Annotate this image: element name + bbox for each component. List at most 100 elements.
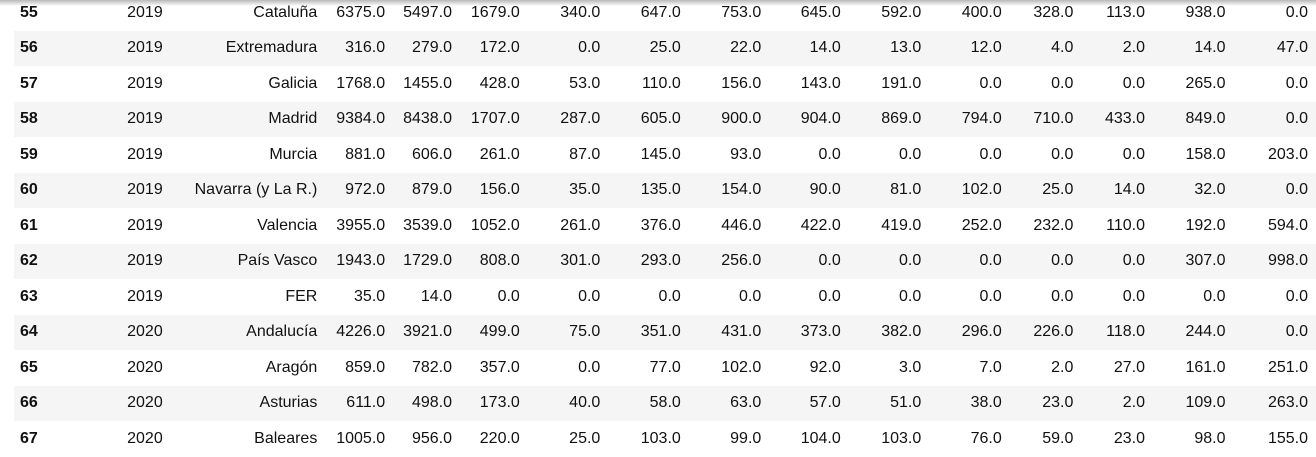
value-cell: 0.0: [497, 287, 520, 305]
value-cell: 0.0: [818, 145, 841, 163]
value-cell: 2.0: [1122, 394, 1145, 412]
value-cell: 256.0: [721, 252, 762, 270]
value-cell: 265.0: [1185, 74, 1226, 92]
value-cell: 4226.0: [336, 323, 386, 341]
row-index: 62: [20, 252, 38, 270]
value-cell: 3955.0: [336, 216, 386, 234]
value-cell: 605.0: [640, 110, 681, 128]
value-cell: 296.0: [961, 323, 1002, 341]
value-cell: 8438.0: [403, 110, 452, 128]
value-cell: 645.0: [800, 3, 841, 21]
value-cell: 155.0: [1267, 429, 1308, 447]
value-cell: 1943.0: [336, 252, 386, 270]
table-row: 56 2019 Extremadura 316.0 279.0 172.0 0.0 25.0 2…: [14, 30, 1316, 66]
value-cell: 51.0: [890, 394, 922, 412]
region-cell: Baleares: [254, 429, 318, 447]
value-cell: 252.0: [961, 216, 1002, 234]
value-cell: 400.0: [961, 3, 1002, 21]
value-cell: 14.0: [809, 39, 841, 57]
value-cell: 594.0: [1267, 216, 1308, 234]
value-cell: 0.0: [818, 252, 841, 270]
value-cell: 58.0: [649, 394, 681, 412]
year-cell: 2020: [127, 394, 163, 412]
value-cell: 232.0: [1033, 216, 1074, 234]
value-cell: 0.0: [979, 287, 1002, 305]
value-cell: 279.0: [411, 39, 452, 57]
row-index: 57: [20, 74, 38, 92]
value-cell: 1052.0: [470, 216, 520, 234]
value-cell: 710.0: [1033, 110, 1074, 128]
value-cell: 261.0: [479, 145, 520, 163]
value-cell: 251.0: [1267, 358, 1308, 376]
table-row: 67 2020 Baleares 1005.0 956.0 220.0 25.0 103.0 9…: [14, 421, 1316, 457]
value-cell: 0.0: [1122, 74, 1145, 92]
year-cell: 2019: [127, 252, 163, 270]
year-cell: 2019: [127, 39, 163, 57]
region-cell: Murcia: [269, 145, 318, 163]
value-cell: 191.0: [881, 74, 922, 92]
value-cell: 3539.0: [403, 216, 452, 234]
value-cell: 93.0: [730, 145, 762, 163]
value-cell: 35.0: [354, 287, 386, 305]
value-cell: 904.0: [800, 110, 841, 128]
value-cell: 0.0: [1051, 74, 1074, 92]
value-cell: 143.0: [800, 74, 841, 92]
region-cell: Navarra (y La R.): [194, 181, 318, 199]
value-cell: 203.0: [1267, 145, 1308, 163]
value-cell: 592.0: [881, 3, 922, 21]
row-index: 58: [20, 110, 38, 128]
value-cell: 972.0: [345, 181, 386, 199]
value-cell: 611.0: [346, 394, 386, 412]
value-cell: 0.0: [899, 287, 922, 305]
value-cell: 53.0: [569, 74, 601, 92]
value-cell: 7.0: [979, 358, 1002, 376]
value-cell: 6375.0: [336, 3, 386, 21]
table-row: 57 2019 Galicia 1768.0 1455.0 428.0 53.0 110.0 1…: [14, 66, 1316, 102]
value-cell: 0.0: [1122, 252, 1145, 270]
year-cell: 2019: [127, 216, 163, 234]
value-cell: 0.0: [1285, 110, 1308, 128]
value-cell: 869.0: [881, 110, 922, 128]
value-cell: 158.0: [1185, 145, 1226, 163]
table-row: 63 2019 FER 35.0 14.0 0.0 0.0 0.0 0.0 0.0 0.0 0.0 0.…: [14, 279, 1316, 315]
value-cell: 900.0: [721, 110, 762, 128]
region-cell: FER: [285, 287, 318, 305]
value-cell: 63.0: [730, 394, 762, 412]
table-row: 58 2019 Madrid 9384.0 8438.0 1707.0 287.0 605.0…: [14, 101, 1316, 137]
table-row: 65 2020 Aragón 859.0 782.0 357.0 0.0 77.0 102.0 9…: [14, 350, 1316, 386]
table-row: 62 2019 País Vasco 1943.0 1729.0 808.0 301.0 29…: [14, 243, 1316, 279]
value-cell: 40.0: [569, 394, 601, 412]
table-row: 55 2019 Cataluña 6375.0 5497.0 1679.0 340.0 647…: [14, 0, 1316, 31]
value-cell: 498.0: [411, 394, 452, 412]
value-cell: 92.0: [809, 358, 841, 376]
value-cell: 0.0: [1285, 287, 1308, 305]
value-cell: 998.0: [1267, 252, 1308, 270]
table-row: 61 2019 Valencia 3955.0 3539.0 1052.0 261.0 376…: [14, 208, 1316, 244]
value-cell: 2.0: [1051, 358, 1074, 376]
value-cell: 76.0: [970, 429, 1002, 447]
value-cell: 110.0: [1106, 216, 1145, 234]
value-cell: 161.0: [1185, 358, 1226, 376]
value-cell: 0.0: [658, 287, 681, 305]
value-cell: 104.0: [800, 429, 841, 447]
value-cell: 307.0: [1185, 252, 1226, 270]
value-cell: 419.0: [881, 216, 922, 234]
value-cell: 301.0: [560, 252, 601, 270]
value-cell: 1768.0: [336, 74, 386, 92]
value-cell: 446.0: [721, 216, 762, 234]
row-index: 63: [20, 287, 38, 305]
year-cell: 2019: [127, 3, 163, 21]
value-cell: 499.0: [479, 323, 520, 341]
value-cell: 879.0: [411, 181, 452, 199]
value-cell: 98.0: [1194, 429, 1226, 447]
value-cell: 172.0: [479, 39, 520, 57]
value-cell: 87.0: [569, 145, 601, 163]
value-cell: 0.0: [979, 252, 1002, 270]
value-cell: 1679.0: [470, 3, 520, 21]
value-cell: 606.0: [411, 145, 452, 163]
value-cell: 23.0: [1042, 394, 1074, 412]
value-cell: 102.0: [961, 181, 1002, 199]
value-cell: 808.0: [479, 252, 520, 270]
region-cell: Aragón: [265, 358, 318, 376]
value-cell: 135.0: [640, 181, 681, 199]
